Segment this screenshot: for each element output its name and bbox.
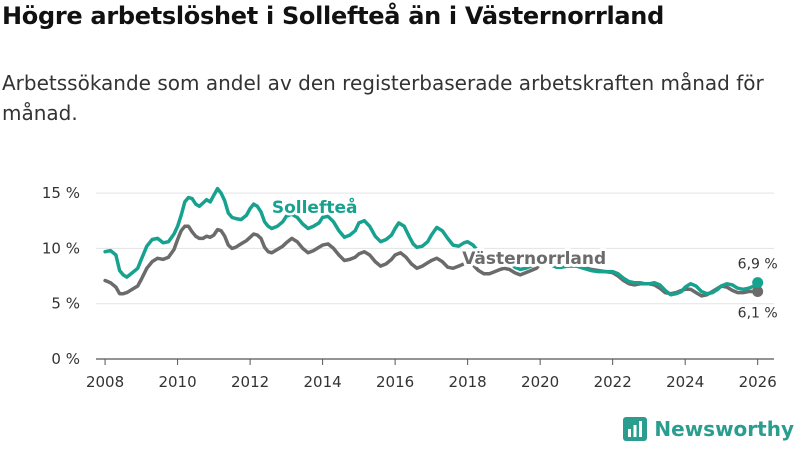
end-value-label-västernorrland: 6,1 % [738, 306, 778, 322]
y-tick-label: 15 % [42, 184, 80, 202]
brand-name: Newsworthy [654, 417, 794, 441]
series-end-point-västernorrland [752, 286, 764, 298]
x-tick-label: 2014 [304, 373, 342, 391]
end-value-label-sollefteå: 6,9 % [738, 257, 778, 273]
newsworthy-logo-icon [623, 417, 648, 441]
x-tick-label: 2020 [521, 373, 559, 391]
series-label-västernorrland: Västernorrland [462, 249, 606, 269]
x-tick-label: 2010 [158, 373, 196, 391]
x-tick-label: 2016 [376, 373, 414, 391]
x-tick-label: 2012 [231, 373, 269, 391]
series-end-point-sollefteå [752, 277, 764, 289]
y-tick-label: 5 % [51, 295, 80, 313]
x-tick-label: 2024 [666, 373, 704, 391]
x-tick-label: 2018 [449, 373, 487, 391]
chart-subtitle: Arbetssökande som andel av den registerb… [2, 71, 764, 125]
y-tick-label: 0 % [51, 350, 80, 368]
x-tick-label: 2026 [739, 373, 777, 391]
chart-title: Högre arbetslöshet i Sollefteå än i Väst… [2, 2, 664, 30]
series-label-sollefteå: Sollefteå [272, 196, 358, 218]
x-tick-label: 2022 [594, 373, 632, 391]
y-tick-label: 10 % [42, 239, 80, 257]
series-line-sollefteå [103, 186, 760, 297]
brand-logo: Newsworthy [622, 416, 794, 442]
x-tick-label: 2008 [86, 373, 124, 391]
